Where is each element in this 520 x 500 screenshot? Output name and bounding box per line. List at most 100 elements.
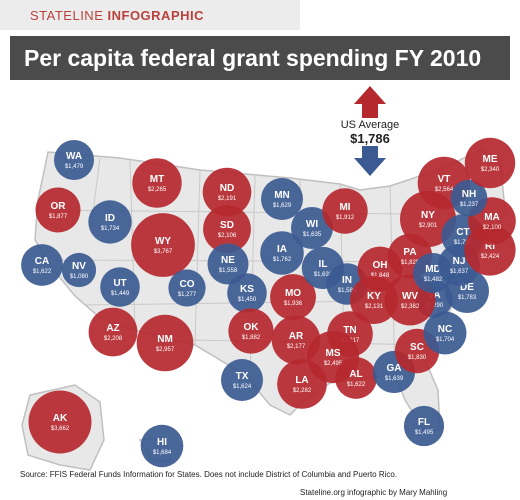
state-abbr: KS: [240, 284, 254, 295]
state-abbr: RI: [485, 241, 495, 252]
state-value: $2,282: [293, 388, 312, 394]
state-bubble-mo: MO $1,936: [270, 274, 316, 320]
state-value: $1,482: [424, 277, 443, 283]
bubble-circle: [140, 424, 184, 468]
state-abbr: TX: [236, 371, 249, 382]
state-abbr: IA: [277, 244, 287, 255]
state-value: $1,495: [415, 430, 434, 436]
state-value: $1,080: [70, 274, 89, 280]
credit-note: Stateline.org infographic by Mary Mahlin…: [300, 488, 448, 497]
state-value: $1,449: [111, 291, 130, 297]
state-abbr: ME: [483, 154, 498, 165]
state-abbr: SC: [410, 342, 424, 353]
state-abbr: MO: [285, 288, 301, 299]
arrow-up-icon: [354, 86, 386, 118]
bubble-circle: [136, 314, 194, 372]
state-abbr: NY: [421, 210, 435, 221]
bubble-circle: [227, 273, 267, 313]
bubble-circle: [28, 390, 92, 454]
source-note: Source: FFIS Federal Funds Information f…: [20, 470, 398, 479]
state-value: $1,635: [303, 232, 322, 238]
state-bubble-wa: WA $1,479: [54, 140, 94, 180]
state-bubble-sd: SD $2,106: [203, 205, 251, 253]
state-value: $3,662: [51, 426, 70, 432]
state-abbr: WA: [66, 151, 82, 162]
state-bubble-or: OR $1,877: [35, 187, 81, 233]
state-abbr: AK: [53, 413, 68, 424]
state-abbr: WI: [306, 219, 318, 230]
state-bubble-ca: CA $1,622: [21, 244, 63, 286]
state-abbr: AL: [349, 369, 362, 380]
bubble-circle: [100, 267, 140, 307]
state-abbr: NE: [221, 255, 235, 266]
state-value: $1,912: [336, 215, 355, 221]
state-abbr: TN: [343, 325, 356, 336]
state-abbr: GA: [387, 363, 402, 374]
state-bubble-fl: FL $1,495: [403, 405, 445, 447]
state-bubble-nc: NC $1,704: [423, 311, 467, 355]
state-value: $2,382: [401, 304, 420, 310]
state-abbr: KY: [367, 291, 381, 302]
state-bubble-al: AL $1,622: [335, 357, 377, 399]
state-bubble-ks: KS $1,450: [227, 273, 267, 313]
state-value: $2,424: [481, 254, 500, 260]
arrow-down-icon: [354, 146, 386, 176]
state-abbr: CO: [180, 279, 195, 290]
state-bubble-nh: NH $1,237: [450, 179, 488, 217]
bubble-circle: [168, 269, 206, 307]
bubble-circle: [61, 252, 97, 288]
state-abbr: ID: [105, 213, 115, 224]
state-value: $1,762: [273, 257, 292, 263]
state-abbr: VT: [438, 174, 451, 185]
state-abbr: WV: [402, 291, 418, 302]
state-bubble-ut: UT $1,449: [100, 267, 140, 307]
state-bubble-mi: MI $1,912: [322, 188, 368, 234]
state-bubble-nv: NV $1,080: [61, 252, 97, 288]
bubble-circle: [21, 244, 63, 286]
state-value: $2,265: [148, 187, 167, 193]
state-abbr: AR: [289, 331, 304, 342]
state-abbr: OR: [51, 201, 67, 212]
state-value: $1,684: [153, 450, 172, 456]
bubble-circle: [350, 276, 398, 324]
state-bubble-nm: NM $2,957: [136, 314, 194, 372]
page-title: Per capita federal grant spending FY 201…: [10, 36, 510, 80]
bubble-circle: [203, 205, 251, 253]
bubble-circle: [270, 274, 316, 320]
state-bubble-mt: MT $2,265: [132, 158, 182, 208]
state-value: $1,783: [458, 295, 477, 301]
state-abbr: PA: [403, 247, 416, 258]
legend: US Average $1,786: [300, 82, 440, 182]
bubble-circle: [132, 158, 182, 208]
state-bubble-ky: KY $2,131: [350, 276, 398, 324]
state-abbr: NC: [438, 324, 452, 335]
legend-text: US Average $1,786: [320, 118, 420, 146]
state-bubble-tx: TX $1,624: [221, 359, 263, 401]
state-abbr: IL: [319, 259, 328, 270]
header-brand: STATELINE: [30, 8, 104, 23]
state-value: $2,191: [218, 196, 237, 202]
bubble-circle: [261, 178, 303, 220]
state-abbr: LA: [295, 375, 308, 386]
bubble-circle: [35, 187, 81, 233]
state-abbr: ND: [220, 183, 234, 194]
bubble-circle: [88, 200, 132, 244]
state-value: $1,877: [49, 214, 68, 220]
state-bubble-id: ID $1,734: [88, 200, 132, 244]
state-abbr: FL: [418, 417, 430, 428]
state-value: $1,830: [408, 355, 427, 361]
state-bubble-ok: OK $1,882: [228, 308, 274, 354]
legend-value: $1,786: [350, 131, 390, 146]
state-abbr: AZ: [106, 323, 119, 334]
state-value: $1,734: [101, 226, 120, 232]
state-value: $1,639: [314, 272, 333, 278]
state-bubble-ak: AK $3,662: [28, 390, 92, 454]
bubble-circle: [335, 357, 377, 399]
state-value: $1,936: [284, 301, 303, 307]
state-abbr: NH: [462, 189, 476, 200]
header-tab: STATELINE INFOGRAPHIC: [0, 0, 300, 30]
state-value: $1,622: [347, 382, 366, 388]
state-value: $1,237: [460, 202, 479, 208]
state-abbr: MT: [150, 174, 164, 185]
